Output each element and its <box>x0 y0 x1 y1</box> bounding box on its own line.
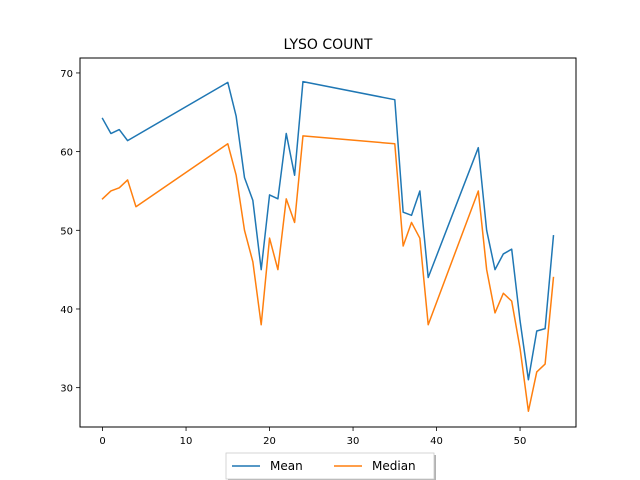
y-axis: 30 40 50 60 70 <box>60 69 80 395</box>
legend-box <box>225 452 435 480</box>
y-tick-label: 70 <box>60 69 73 80</box>
legend: Mean Median <box>225 452 436 480</box>
x-axis: 0 10 20 30 40 50 <box>99 427 526 447</box>
y-tick-label: 50 <box>60 226 73 237</box>
x-tick-label: 50 <box>514 436 527 447</box>
x-tick-label: 20 <box>263 436 276 447</box>
legend-label-median: Median <box>372 459 416 473</box>
x-tick-label: 30 <box>347 436 360 447</box>
x-tick-label: 0 <box>99 436 105 447</box>
series-layer <box>101 80 555 413</box>
x-tick-label: 10 <box>180 436 193 447</box>
legend-label-mean: Mean <box>270 459 303 473</box>
y-tick-label: 60 <box>60 148 73 159</box>
series-line-median <box>101 135 555 413</box>
y-tick-label: 40 <box>60 305 73 316</box>
series-line-mean <box>101 80 555 381</box>
axes-frame <box>79 57 577 428</box>
chart-title: LYSO COUNT <box>284 37 373 53</box>
y-tick-label: 30 <box>60 384 73 395</box>
x-tick-label: 40 <box>430 436 443 447</box>
